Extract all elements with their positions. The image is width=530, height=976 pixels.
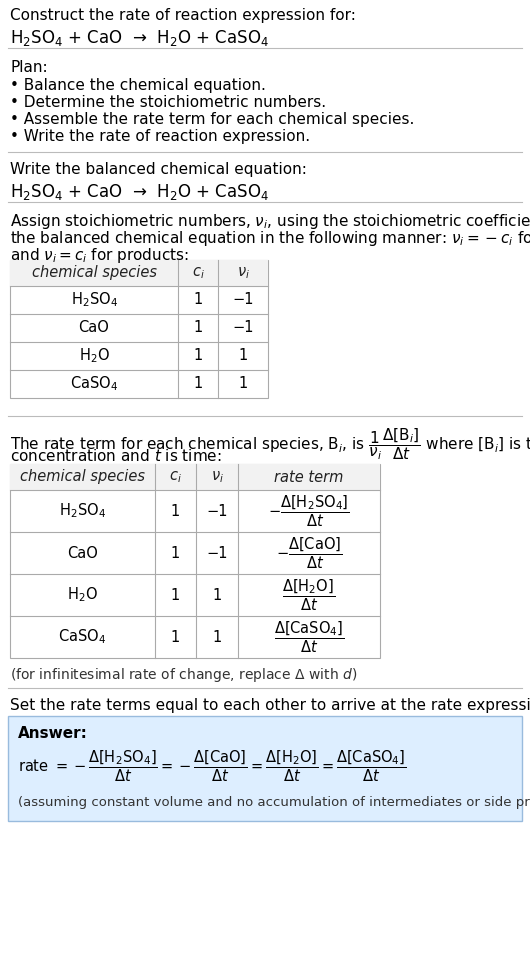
Text: $c_i$: $c_i$: [191, 265, 205, 281]
Text: The rate term for each chemical species, B$_i$, is $\dfrac{1}{\nu_i}\dfrac{\Delt: The rate term for each chemical species,…: [10, 426, 530, 462]
Text: • Balance the chemical equation.: • Balance the chemical equation.: [10, 78, 266, 93]
Text: 1: 1: [213, 588, 222, 602]
Text: Plan:: Plan:: [10, 60, 48, 75]
Text: $\dfrac{\Delta[\mathrm{CaSO_4}]}{\Delta t}$: $\dfrac{\Delta[\mathrm{CaSO_4}]}{\Delta …: [274, 619, 344, 655]
Text: 1: 1: [213, 630, 222, 644]
Text: H$_2$SO$_4$ + CaO  →  H$_2$O + CaSO$_4$: H$_2$SO$_4$ + CaO → H$_2$O + CaSO$_4$: [10, 182, 269, 202]
Text: $-\dfrac{\Delta[\mathrm{CaO}]}{\Delta t}$: $-\dfrac{\Delta[\mathrm{CaO}]}{\Delta t}…: [276, 535, 342, 571]
Text: $\nu_i$: $\nu_i$: [210, 469, 224, 485]
Text: CaO: CaO: [67, 546, 98, 560]
Text: CaSO$_4$: CaSO$_4$: [58, 628, 107, 646]
Text: 1: 1: [171, 546, 180, 560]
Text: 1: 1: [193, 320, 202, 336]
Text: 1: 1: [238, 377, 248, 391]
Text: 1: 1: [171, 504, 180, 518]
Bar: [10, 464, 380, 658]
Text: Answer:: Answer:: [18, 726, 88, 741]
Text: H$_2$O: H$_2$O: [78, 346, 109, 365]
Text: −1: −1: [206, 546, 228, 560]
Text: chemical species: chemical species: [20, 469, 145, 484]
Text: H$_2$SO$_4$: H$_2$SO$_4$: [59, 502, 106, 520]
Bar: [10, 260, 268, 286]
Text: −1: −1: [206, 504, 228, 518]
Text: • Write the rate of reaction expression.: • Write the rate of reaction expression.: [10, 129, 310, 144]
Text: (assuming constant volume and no accumulation of intermediates or side products): (assuming constant volume and no accumul…: [18, 796, 530, 809]
Text: 1: 1: [193, 293, 202, 307]
Text: • Determine the stoichiometric numbers.: • Determine the stoichiometric numbers.: [10, 95, 326, 110]
Text: −1: −1: [232, 293, 254, 307]
Bar: [10, 260, 268, 398]
Text: 1: 1: [193, 348, 202, 363]
Text: $c_i$: $c_i$: [169, 469, 182, 485]
Text: Set the rate terms equal to each other to arrive at the rate expression:: Set the rate terms equal to each other t…: [10, 698, 530, 713]
Text: chemical species: chemical species: [31, 265, 156, 280]
Text: $-\dfrac{\Delta[\mathrm{H_2SO_4}]}{\Delta t}$: $-\dfrac{\Delta[\mathrm{H_2SO_4}]}{\Delt…: [268, 493, 350, 529]
Text: rate $= -\dfrac{\Delta[\mathrm{H_2SO_4}]}{\Delta t} = -\dfrac{\Delta[\mathrm{CaO: rate $= -\dfrac{\Delta[\mathrm{H_2SO_4}]…: [18, 748, 407, 784]
Text: 1: 1: [238, 348, 248, 363]
Bar: [10, 464, 380, 490]
Text: 1: 1: [171, 630, 180, 644]
Text: CaO: CaO: [78, 320, 109, 336]
Text: (for infinitesimal rate of change, replace Δ with $d$): (for infinitesimal rate of change, repla…: [10, 666, 357, 684]
Text: H$_2$SO$_4$: H$_2$SO$_4$: [70, 291, 118, 309]
Text: Write the balanced chemical equation:: Write the balanced chemical equation:: [10, 162, 307, 177]
FancyBboxPatch shape: [8, 716, 522, 821]
Text: $\nu_i$: $\nu_i$: [236, 265, 250, 281]
Text: $\dfrac{\Delta[\mathrm{H_2O}]}{\Delta t}$: $\dfrac{\Delta[\mathrm{H_2O}]}{\Delta t}…: [282, 577, 335, 613]
Text: and $\nu_i = c_i$ for products:: and $\nu_i = c_i$ for products:: [10, 246, 189, 265]
Text: concentration and $t$ is time:: concentration and $t$ is time:: [10, 448, 222, 464]
Text: H$_2$O: H$_2$O: [67, 586, 98, 604]
Text: −1: −1: [232, 320, 254, 336]
Text: the balanced chemical equation in the following manner: $\nu_i = -c_i$ for react: the balanced chemical equation in the fo…: [10, 229, 530, 248]
Text: rate term: rate term: [275, 469, 343, 484]
Text: 1: 1: [171, 588, 180, 602]
Text: H$_2$SO$_4$ + CaO  →  H$_2$O + CaSO$_4$: H$_2$SO$_4$ + CaO → H$_2$O + CaSO$_4$: [10, 28, 269, 48]
Text: 1: 1: [193, 377, 202, 391]
Text: CaSO$_4$: CaSO$_4$: [70, 375, 118, 393]
Text: Construct the rate of reaction expression for:: Construct the rate of reaction expressio…: [10, 8, 356, 23]
Text: • Assemble the rate term for each chemical species.: • Assemble the rate term for each chemic…: [10, 112, 414, 127]
Text: Assign stoichiometric numbers, $\nu_i$, using the stoichiometric coefficients, $: Assign stoichiometric numbers, $\nu_i$, …: [10, 212, 530, 231]
